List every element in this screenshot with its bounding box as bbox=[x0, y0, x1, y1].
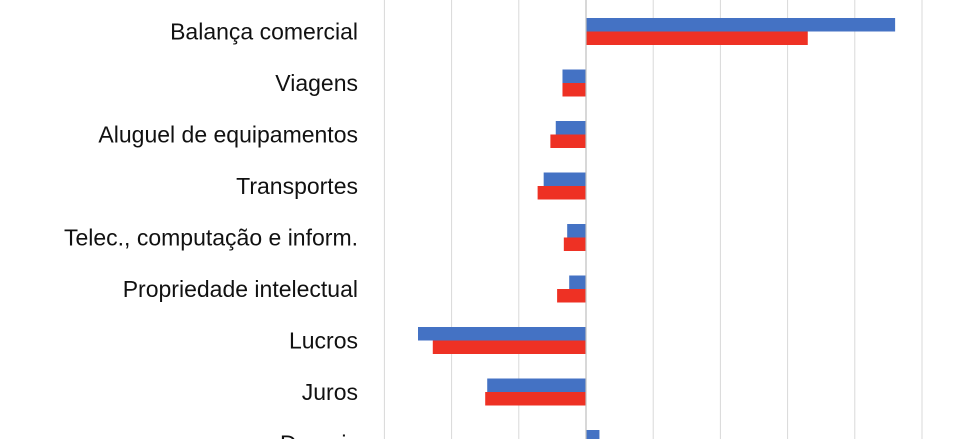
bar-series-1 bbox=[586, 18, 896, 32]
bar-series-2 bbox=[550, 134, 586, 148]
category-label: Demais bbox=[280, 431, 358, 439]
category-label: Lucros bbox=[289, 328, 358, 354]
category-label: Viagens bbox=[275, 70, 358, 96]
bar-series-2 bbox=[485, 392, 586, 406]
bar-series-2 bbox=[563, 237, 586, 251]
category-label: Juros bbox=[302, 379, 358, 405]
bar-series-1 bbox=[543, 172, 586, 186]
category-label: Propriedade intelectual bbox=[123, 276, 358, 302]
bar-series-1 bbox=[569, 275, 586, 289]
bar-series-1 bbox=[418, 327, 586, 341]
bar-series-1 bbox=[567, 224, 586, 238]
category-label: Telec., computação e inform. bbox=[64, 225, 358, 251]
bar-series-2 bbox=[537, 186, 586, 200]
bars bbox=[418, 18, 896, 439]
bar-series-1 bbox=[555, 121, 586, 135]
bar-series-2 bbox=[586, 31, 808, 45]
bar-series-2 bbox=[562, 83, 586, 97]
bar-series-1 bbox=[487, 378, 586, 392]
bar-series-1 bbox=[562, 69, 586, 83]
category-label: Balança comercial bbox=[170, 19, 358, 45]
category-label: Transportes bbox=[236, 173, 358, 199]
bar-series-2 bbox=[432, 340, 586, 354]
bar-series-1 bbox=[586, 430, 600, 439]
gridlines bbox=[383, 0, 923, 439]
category-labels: Balança comercial Viagens Aluguel de equip… bbox=[64, 19, 358, 439]
category-label: Aluguel de equipamentos bbox=[98, 122, 358, 148]
bar-series-2 bbox=[557, 289, 586, 303]
